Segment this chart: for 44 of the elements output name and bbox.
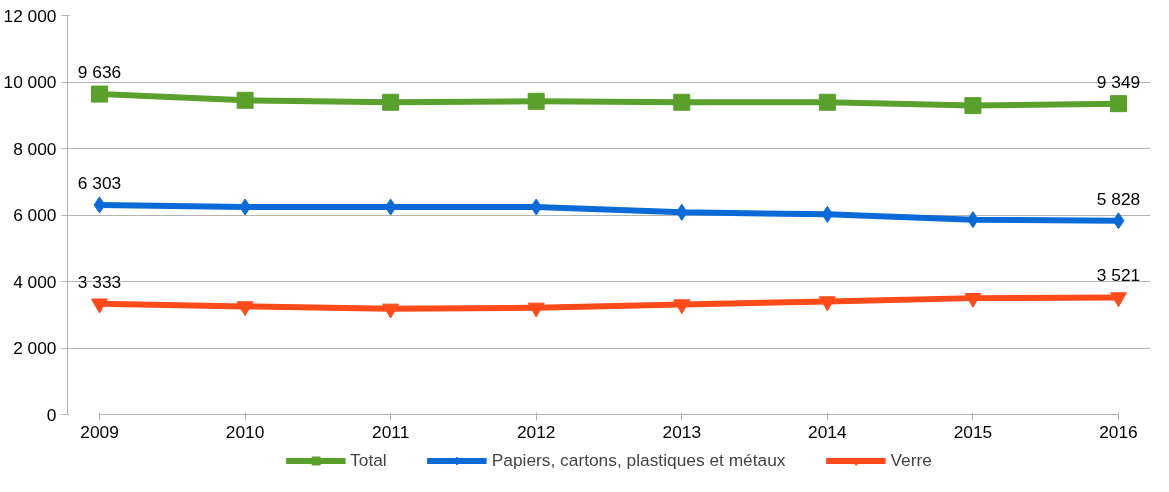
legend-label: Total [350,449,387,471]
x-tick-label: 2015 [953,421,993,442]
y-tick-label: 6 000 [13,205,57,225]
y-tick-label: 8 000 [13,138,57,159]
point [1109,95,1127,113]
legend-label: Verre [890,449,932,471]
x-tick-label: 2012 [516,421,556,442]
point [382,93,400,111]
x-tick-label: 2010 [225,421,265,442]
y-tick-label: 2 000 [13,338,57,358]
point [527,92,545,110]
point [818,296,836,312]
data-label: 5 828 [1096,188,1141,209]
x-tick-label: 2013 [662,421,702,442]
point [964,97,982,115]
point [91,298,109,314]
data-label: 9 349 [1096,71,1141,92]
x-tick-label: 2009 [80,421,119,442]
point [673,93,691,111]
point [93,196,106,214]
y-tick-label: 12 000 [3,5,57,26]
y-tick-label: 10 000 [3,72,57,92]
x-tick-label: 2016 [1099,421,1138,442]
y-tick-label: 4 000 [13,271,57,292]
point [1112,212,1125,230]
x-tick-label: 2011 [372,421,410,442]
data-label: 9 636 [77,62,122,83]
point [527,302,545,318]
point [530,198,543,216]
data-label: 6 303 [77,172,122,193]
point [1109,292,1127,308]
y-tick-label: 0 [46,404,57,425]
point [964,293,982,308]
point [673,299,691,315]
point [91,85,109,103]
x-tick-label: 2014 [808,421,847,442]
point [236,91,254,109]
point [236,301,254,317]
point [821,205,834,223]
point [818,93,836,111]
point [382,303,400,319]
legend-label: Papiers, cartons, plastiques et métaux [491,449,786,471]
data-label: 3 333 [77,271,122,292]
data-label: 3 521 [1096,265,1141,286]
